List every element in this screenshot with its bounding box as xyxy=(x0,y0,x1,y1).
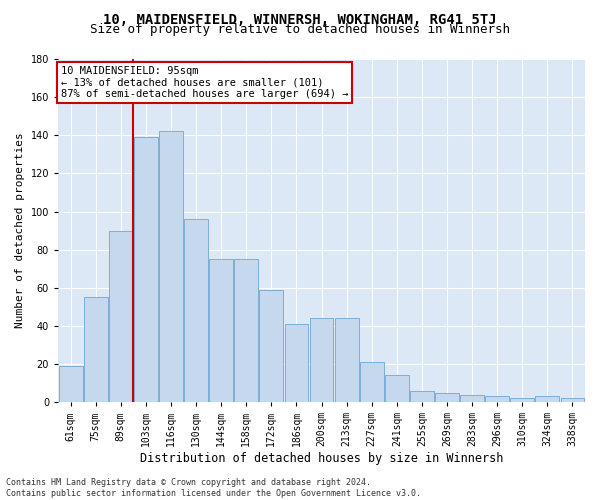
Bar xyxy=(259,290,283,402)
Bar xyxy=(385,376,409,402)
Bar xyxy=(184,219,208,402)
Bar xyxy=(335,318,359,402)
Bar xyxy=(435,392,459,402)
Bar xyxy=(310,318,334,402)
Bar xyxy=(360,362,383,402)
Text: 10, MAIDENSFIELD, WINNERSH, WOKINGHAM, RG41 5TJ: 10, MAIDENSFIELD, WINNERSH, WOKINGHAM, R… xyxy=(103,12,497,26)
X-axis label: Distribution of detached houses by size in Winnersh: Distribution of detached houses by size … xyxy=(140,452,503,465)
Bar xyxy=(560,398,584,402)
Bar xyxy=(209,259,233,402)
Y-axis label: Number of detached properties: Number of detached properties xyxy=(15,132,25,328)
Bar xyxy=(84,298,107,402)
Bar xyxy=(460,394,484,402)
Text: Contains HM Land Registry data © Crown copyright and database right 2024.
Contai: Contains HM Land Registry data © Crown c… xyxy=(6,478,421,498)
Bar xyxy=(59,366,83,402)
Bar xyxy=(109,230,133,402)
Bar xyxy=(159,132,183,402)
Bar xyxy=(235,259,258,402)
Bar xyxy=(410,390,434,402)
Bar xyxy=(134,137,158,402)
Bar xyxy=(284,324,308,402)
Bar xyxy=(485,396,509,402)
Bar xyxy=(511,398,534,402)
Text: Size of property relative to detached houses in Winnersh: Size of property relative to detached ho… xyxy=(90,24,510,36)
Bar xyxy=(535,396,559,402)
Text: 10 MAIDENSFIELD: 95sqm
← 13% of detached houses are smaller (101)
87% of semi-de: 10 MAIDENSFIELD: 95sqm ← 13% of detached… xyxy=(61,66,348,99)
